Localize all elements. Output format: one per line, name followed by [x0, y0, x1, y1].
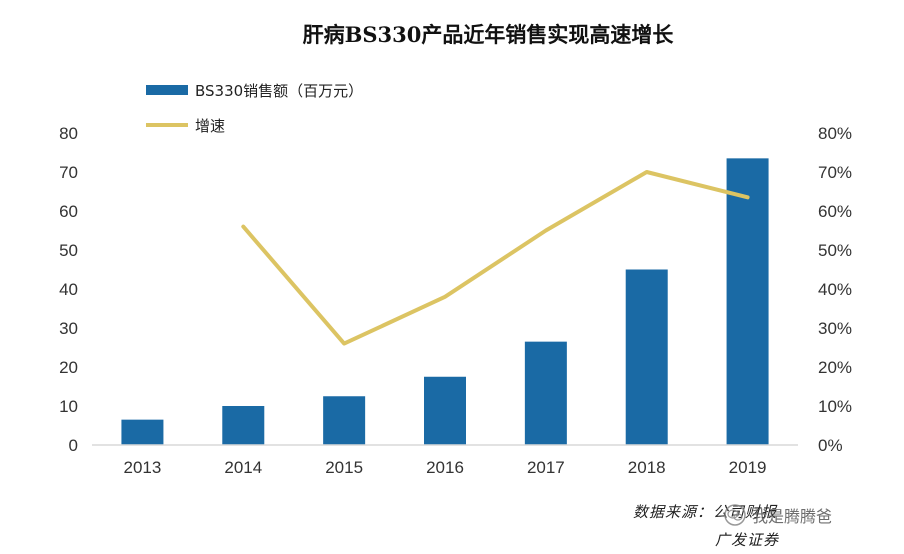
- y-left-tick-label: 10: [59, 397, 78, 416]
- watermark-text: 我是腾腾爸: [752, 507, 833, 526]
- line-series: [241, 170, 750, 346]
- bar-2019: [726, 158, 769, 445]
- y-left-tick-label: 60: [59, 202, 78, 221]
- y-right-tick-label: 30%: [818, 319, 852, 338]
- bar-2014: [222, 406, 265, 445]
- bar-2018: [625, 269, 668, 445]
- growth-line: [241, 170, 750, 346]
- x-tick-label: 2019: [729, 458, 767, 477]
- wechat-icon: [724, 504, 746, 526]
- y-left-tick-label: 50: [59, 241, 78, 260]
- y-right-tick-label: 50%: [818, 241, 852, 260]
- bar-2013: [121, 419, 164, 445]
- y-right-tick-label: 20%: [818, 358, 852, 377]
- legend: BS330销售额（百万元） 增速: [146, 82, 363, 135]
- y-left-tick-label: 80: [59, 124, 78, 143]
- y-axis-right: 0% 10% 20% 30% 40% 50% 60% 70% 80%: [818, 124, 852, 455]
- y-right-tick-label: 70%: [818, 163, 852, 182]
- x-axis: 2013 2014 2015 2016 2017 2018 2019: [124, 458, 767, 477]
- legend-label-growth: 增速: [195, 117, 225, 135]
- legend-bar-swatch: [146, 85, 188, 95]
- bar-2015: [323, 396, 366, 445]
- watermark: 我是腾腾爸: [724, 500, 884, 530]
- source-line-2: 广发证券: [715, 531, 780, 549]
- y-left-tick-label: 0: [69, 436, 78, 455]
- y-right-tick-label: 80%: [818, 124, 852, 143]
- y-right-tick-label: 0%: [818, 436, 843, 455]
- y-left-tick-label: 30: [59, 319, 78, 338]
- y-right-tick-label: 10%: [818, 397, 852, 416]
- x-tick-label: 2013: [124, 458, 162, 477]
- chart-title: 肝病BS330产品近年销售实现高速增长: [303, 22, 675, 47]
- y-right-tick-label: 40%: [818, 280, 852, 299]
- legend-label-sales: BS330销售额（百万元）: [195, 82, 363, 100]
- y-left-tick-label: 20: [59, 358, 78, 377]
- legend-line-swatch: [146, 123, 188, 127]
- x-tick-label: 2017: [527, 458, 565, 477]
- bar-2016: [424, 376, 466, 445]
- y-right-tick-label: 60%: [818, 202, 852, 221]
- y-left-tick-label: 40: [59, 280, 78, 299]
- bar-2017: [524, 341, 567, 445]
- bar-series: [121, 158, 769, 445]
- y-left-tick-label: 70: [59, 163, 78, 182]
- source-line-1: 数据来源：公司财报: [633, 503, 778, 521]
- x-tick-label: 2015: [325, 458, 363, 477]
- source-note: 数据来源：公司财报 广发证券: [633, 498, 838, 554]
- x-tick-label: 2016: [426, 458, 464, 477]
- x-tick-label: 2014: [224, 458, 262, 477]
- y-axis-left: 0 10 20 30 40 50 60 70 80: [59, 124, 78, 455]
- x-tick-label: 2018: [628, 458, 666, 477]
